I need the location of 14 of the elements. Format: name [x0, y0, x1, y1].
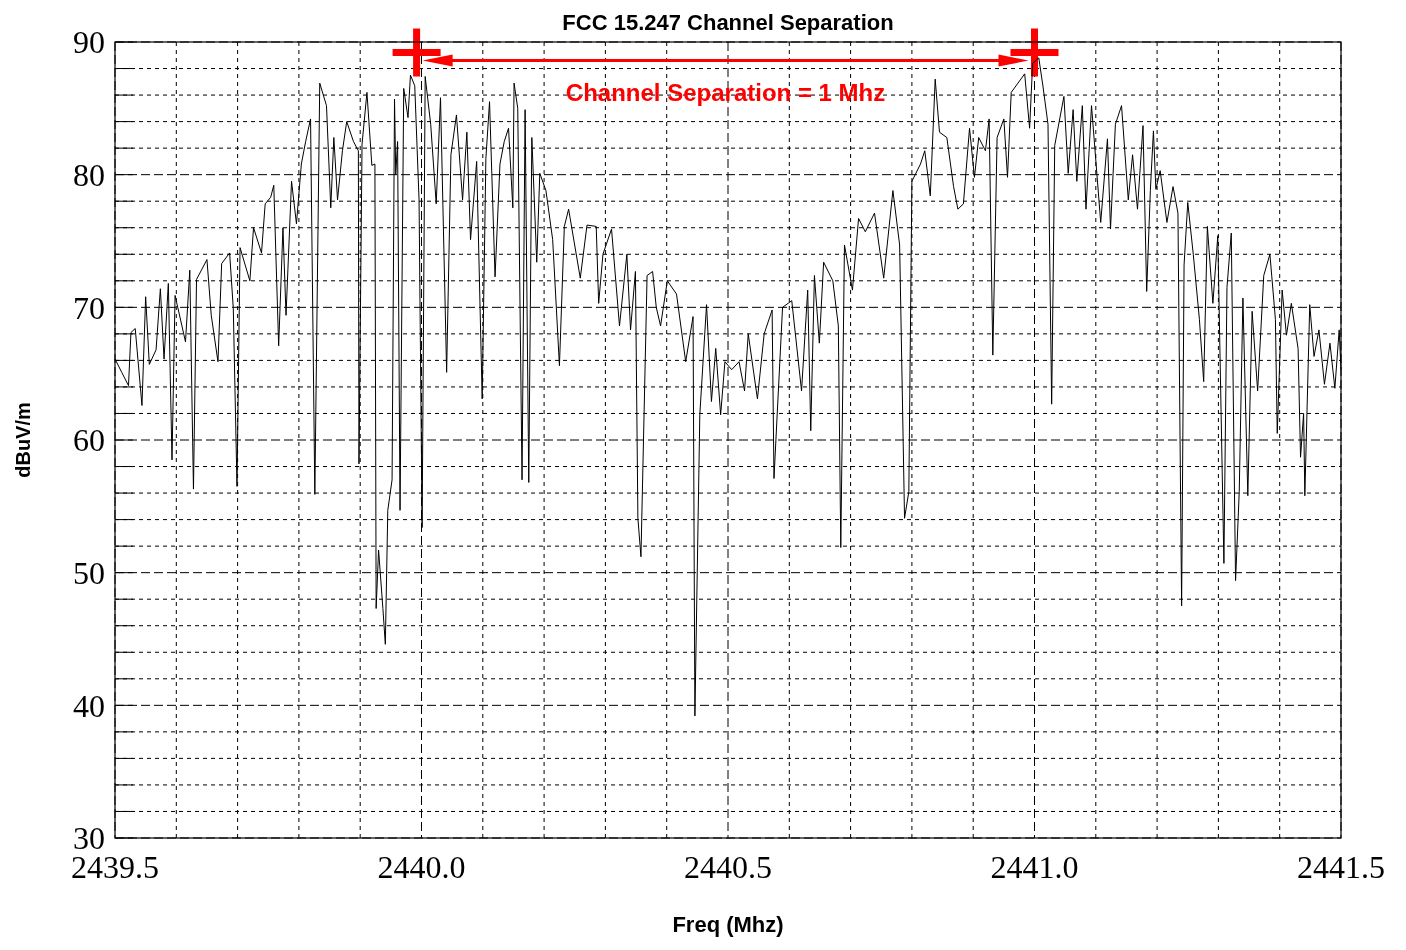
y-tick-label: 80 [73, 156, 105, 193]
x-tick-label: 2440.5 [684, 849, 772, 885]
x-tick-label: 2441.0 [990, 849, 1079, 885]
y-tick-label: 60 [73, 422, 105, 459]
y-tick-label: 50 [73, 554, 105, 591]
y-tick-label: 90 [73, 24, 105, 61]
y-tick-label: 40 [73, 687, 105, 724]
x-tick-label: 2440.0 [377, 849, 466, 885]
chart-title: FCC 15.247 Channel Separation [562, 10, 894, 35]
y-axis-title: dBuV/m [12, 402, 34, 478]
x-axis-title: Freq (Mhz) [672, 912, 784, 937]
x-tick-label: 2441.5 [1297, 849, 1385, 885]
annotation: Channel Separation = 1 Mhz [565, 79, 886, 107]
y-tick-label: 70 [73, 289, 105, 326]
